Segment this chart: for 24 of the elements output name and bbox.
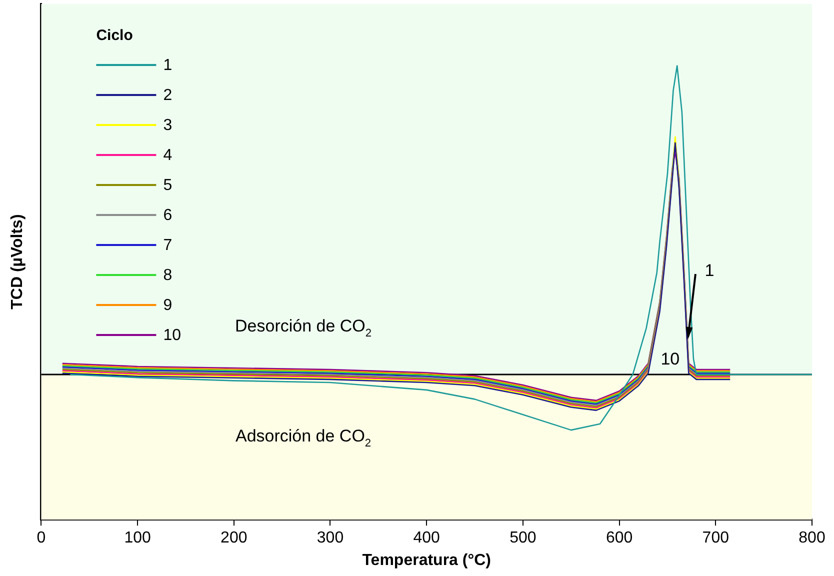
x-tick-label: 800 (798, 530, 826, 547)
legend-label: 2 (163, 87, 172, 104)
legend-label: 9 (163, 297, 172, 314)
x-tick-label: 100 (124, 530, 151, 547)
x-tick-label: 400 (413, 530, 440, 547)
annotation: 10 (660, 349, 680, 368)
x-tick-label: 600 (606, 530, 633, 547)
legend-title: Ciclo (96, 27, 133, 44)
legend-label: 8 (163, 267, 172, 284)
legend-label: 4 (163, 147, 172, 164)
legend-label: 1 (163, 57, 172, 74)
y-axis-title: TCD (µVolts) (9, 214, 26, 310)
x-tick-label: 500 (510, 530, 536, 547)
x-axis-title: Temperatura (°C) (362, 552, 491, 569)
legend-label: 3 (163, 117, 172, 134)
x-tick-label: 0 (36, 530, 46, 547)
annotation: 1 (704, 261, 714, 280)
x-tick-label: 700 (702, 530, 730, 547)
x-tick-label: 300 (316, 530, 344, 547)
legend-label: 6 (163, 207, 172, 224)
legend-label: 7 (163, 237, 172, 254)
legend-label: 10 (163, 327, 182, 344)
legend-label: 5 (163, 177, 172, 194)
x-tick-label: 200 (220, 530, 248, 547)
